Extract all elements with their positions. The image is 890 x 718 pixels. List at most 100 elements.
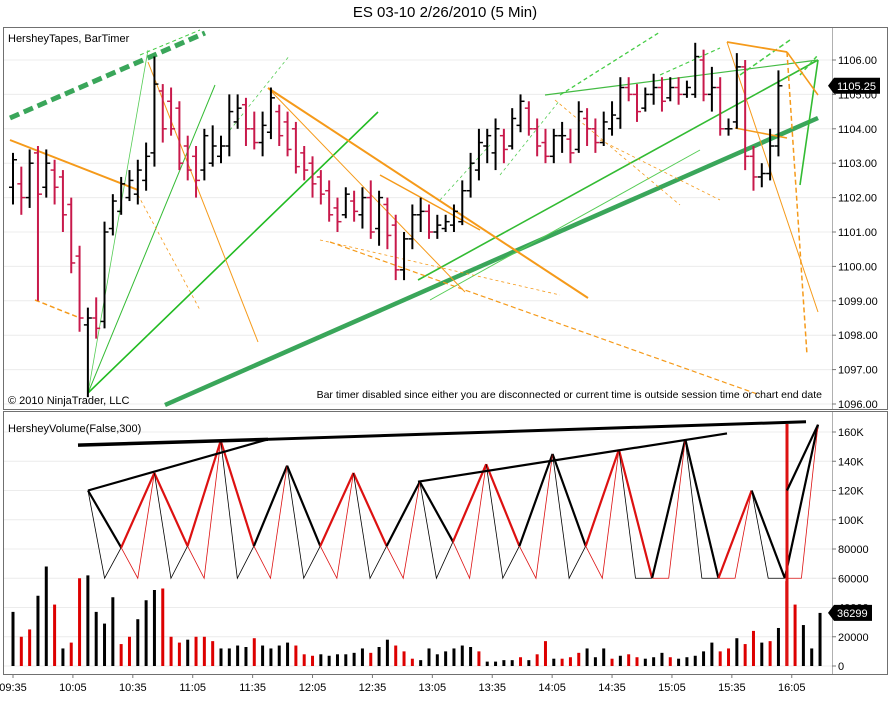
trendline — [429, 149, 701, 301]
price-bar — [42, 149, 51, 198]
trendline — [267, 87, 466, 293]
price-bar — [175, 101, 184, 171]
price-bar — [300, 146, 309, 181]
price-bar — [516, 94, 525, 133]
price-bar — [100, 221, 109, 329]
volume-swing-leg — [684, 439, 720, 579]
x-tick-label: 15:05 — [658, 682, 686, 694]
trendline — [9, 30, 206, 121]
price-bar — [566, 128, 575, 164]
volume-envelope — [87, 438, 269, 492]
volume-indicator-label: HersheyVolume(False,300) — [8, 423, 141, 435]
price-bar — [616, 77, 625, 129]
volume-minor-leg — [684, 439, 719, 579]
trendline — [786, 51, 808, 356]
price-bar — [266, 87, 275, 140]
volume-minor-leg — [386, 481, 421, 580]
volume-tick-label: 20000 — [838, 632, 869, 644]
volume-minor-leg — [652, 439, 686, 579]
price-bar — [241, 97, 250, 146]
price-bar — [533, 118, 542, 157]
price-tick-label: 1098.00 — [838, 330, 878, 342]
price-bar — [449, 204, 458, 232]
volume-layer — [4, 420, 832, 667]
trendline — [87, 84, 216, 394]
x-tick-label: 09:35 — [0, 682, 27, 694]
price-bar — [732, 53, 741, 129]
price-bar — [308, 156, 317, 198]
trendline — [139, 29, 201, 56]
price-bar — [9, 152, 17, 205]
price-bar — [67, 197, 76, 274]
volume-tick-label: 120K — [838, 486, 864, 498]
volume-minor-leg — [485, 464, 520, 580]
volume-minor-leg — [419, 481, 454, 580]
volume-minor-leg — [552, 453, 587, 580]
price-bar — [699, 49, 708, 102]
trendline — [726, 41, 788, 53]
price-bar — [83, 307, 92, 398]
price-bar — [741, 60, 750, 171]
volume-minor-leg — [187, 440, 222, 580]
volume-envelope — [267, 420, 807, 441]
volume-minor-leg — [618, 449, 653, 579]
volume-envelope — [786, 424, 819, 491]
price-bar — [250, 111, 259, 150]
price-tick-label: 1101.00 — [838, 227, 877, 239]
price-indicator-label: HersheyTapes, BarTimer — [8, 33, 130, 45]
price-bar — [17, 166, 26, 215]
volume-minor-leg — [120, 472, 155, 580]
volume-swing-leg — [783, 424, 820, 579]
price-bar — [333, 197, 342, 232]
price-bar — [50, 159, 59, 205]
price-tick-label: 1099.00 — [838, 296, 878, 308]
price-bar — [58, 170, 67, 232]
volume-swing-leg — [485, 463, 521, 547]
price-bar — [641, 87, 650, 112]
price-bar — [624, 77, 633, 102]
price-bar — [117, 176, 126, 215]
price-bar — [599, 111, 608, 146]
volume-tick-label: 0 — [838, 661, 844, 673]
price-tick-label: 1104.00 — [838, 124, 877, 136]
trendline — [137, 194, 201, 311]
volume-minor-leg — [353, 472, 387, 580]
price-bar — [425, 204, 433, 239]
price-bar — [491, 118, 500, 171]
volume-swing-leg — [617, 449, 654, 579]
price-tick-label: 1106.00 — [838, 55, 877, 67]
volume-minor-leg — [220, 440, 255, 580]
last-price-text: 1105.25 — [837, 81, 876, 93]
price-bar — [574, 101, 583, 153]
price-bar — [217, 135, 225, 164]
x-tick-label: 10:35 — [119, 682, 147, 694]
volume-swing-leg — [651, 439, 687, 579]
trendline — [9, 139, 139, 191]
trendline — [417, 59, 819, 281]
price-bar — [458, 180, 467, 226]
chart-title: ES 03-10 2/26/2010 (5 Min) — [352, 4, 538, 21]
trendline — [499, 99, 561, 176]
price-bar — [275, 104, 284, 146]
price-bar — [707, 66, 716, 112]
price-bar — [258, 111, 267, 157]
trendline — [799, 59, 819, 186]
price-bar — [291, 121, 300, 174]
price-bar — [549, 128, 558, 164]
trendline — [559, 31, 661, 96]
price-bar — [233, 94, 242, 129]
trendline — [599, 139, 721, 201]
last-price-marker: 1105.25 — [828, 77, 880, 94]
volume-swing-leg — [451, 463, 488, 543]
volume-minor-leg — [87, 490, 122, 580]
volume-tick-label: 80000 — [838, 544, 869, 556]
axis-layer: 1106.001105.001104.001103.001102.001101.… — [0, 55, 878, 694]
price-bar — [441, 214, 450, 232]
volume-envelope — [77, 437, 269, 447]
x-tick-label: 10:05 — [59, 682, 87, 694]
volume-swing-leg — [219, 440, 255, 547]
price-bar — [716, 77, 725, 136]
copyright-label: © 2010 NinjaTrader, LLC — [8, 395, 129, 407]
price-bar — [316, 170, 325, 205]
trendline — [147, 61, 259, 343]
